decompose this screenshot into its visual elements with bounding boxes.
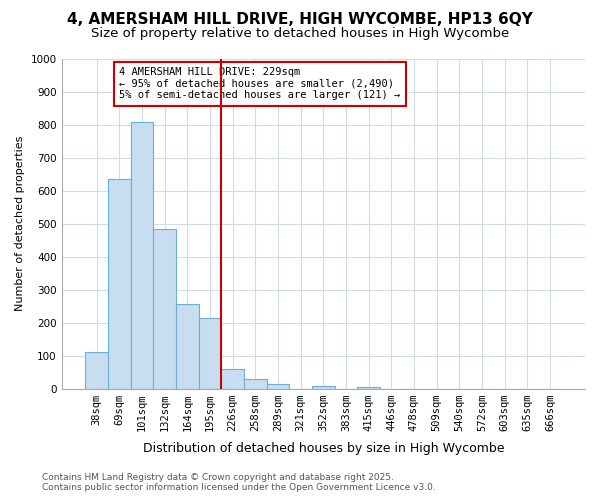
Text: Size of property relative to detached houses in High Wycombe: Size of property relative to detached ho… [91, 28, 509, 40]
Bar [199, 318, 221, 388]
Text: Contains HM Land Registry data © Crown copyright and database right 2025.
Contai: Contains HM Land Registry data © Crown c… [42, 473, 436, 492]
Text: 4 AMERSHAM HILL DRIVE: 229sqm
← 95% of detached houses are smaller (2,490)
5% of: 4 AMERSHAM HILL DRIVE: 229sqm ← 95% of d… [119, 67, 401, 100]
Bar [154, 228, 176, 388]
Bar [357, 387, 380, 388]
X-axis label: Distribution of detached houses by size in High Wycombe: Distribution of detached houses by size … [143, 442, 504, 455]
Bar [266, 384, 289, 388]
Bar [131, 122, 154, 388]
Bar [85, 352, 108, 388]
Bar [108, 180, 131, 388]
Bar [176, 304, 199, 388]
Bar [312, 386, 335, 388]
Y-axis label: Number of detached properties: Number of detached properties [15, 136, 25, 312]
Text: 4, AMERSHAM HILL DRIVE, HIGH WYCOMBE, HP13 6QY: 4, AMERSHAM HILL DRIVE, HIGH WYCOMBE, HP… [67, 12, 533, 28]
Bar [221, 369, 244, 388]
Bar [244, 380, 266, 388]
